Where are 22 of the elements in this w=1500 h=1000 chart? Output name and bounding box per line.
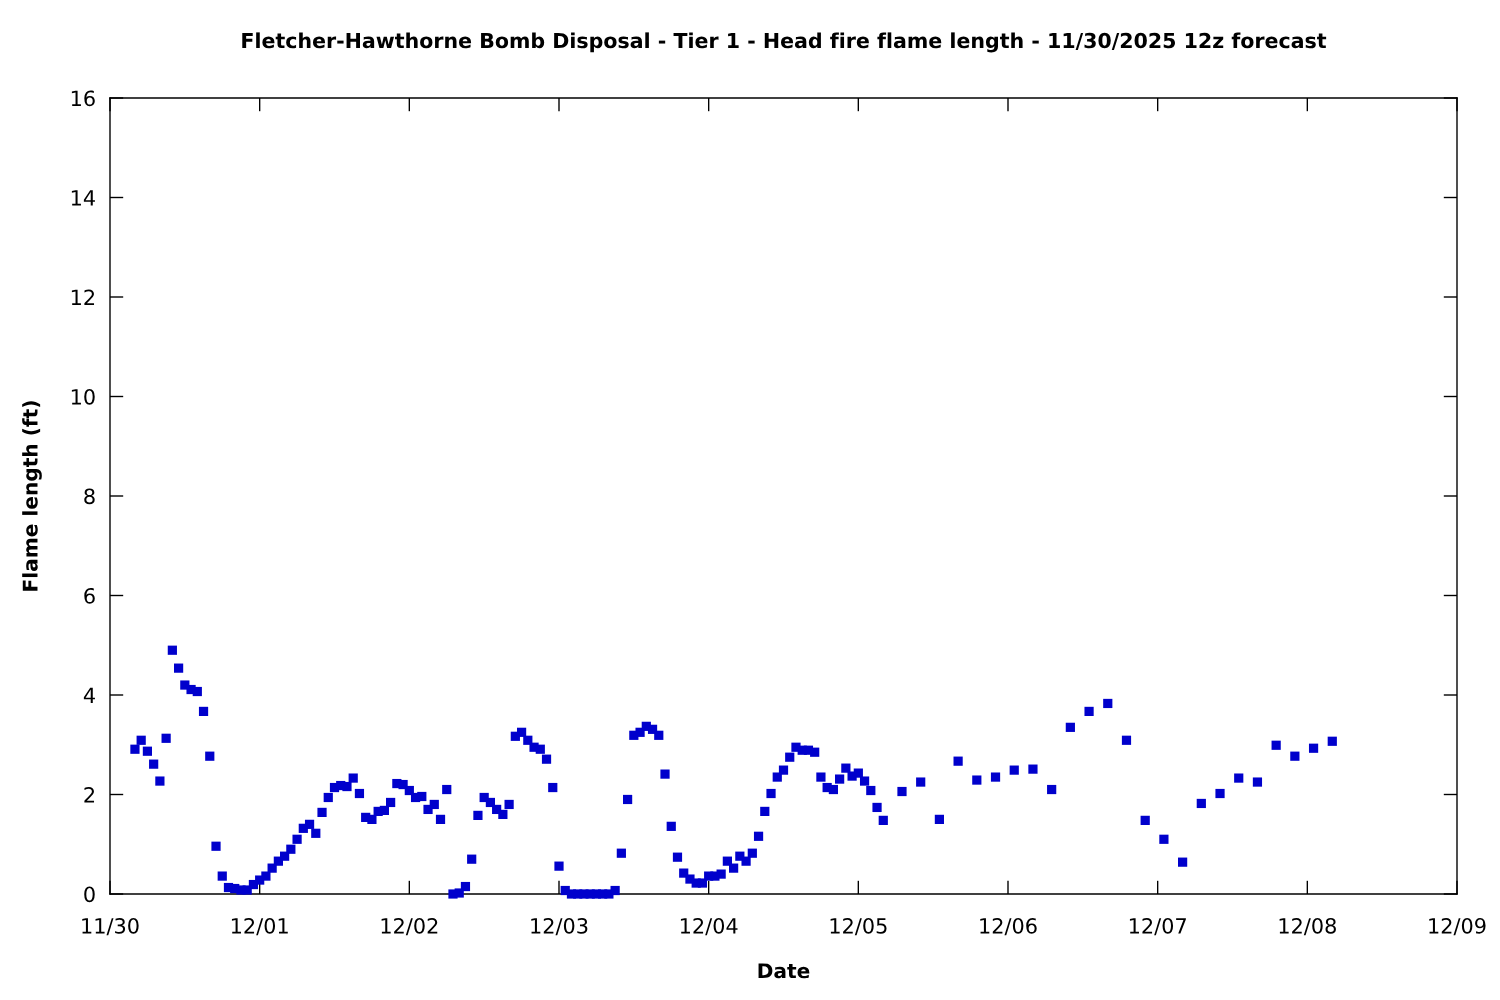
x-tick-label: 12/06 [980, 917, 1037, 936]
y-tick-label: 0 [84, 886, 95, 903]
y-tick-label: 16 [71, 90, 95, 107]
y-tick-label: 6 [84, 587, 95, 604]
y-tick-label: 8 [84, 488, 95, 505]
x-tick-label: 12/04 [680, 917, 738, 936]
x-tick-label: 12/01 [231, 917, 288, 936]
chart-title: Fletcher-Hawthorne Bomb Disposal - Tier 1 - Head fire flame length - 11/30/2025 12z forecast [242, 32, 1327, 53]
x-axis-title: Date [758, 963, 810, 979]
x-tick-label: 12/03 [531, 917, 588, 936]
y-tick-label: 14 [71, 190, 95, 206]
y-tick-label: 4 [83, 687, 95, 703]
x-tick-label: 12/07 [1129, 917, 1186, 936]
x-tick-label: 12/09 [1429, 917, 1486, 936]
x-tick-label: 11/30 [82, 917, 139, 936]
y-tick-label: 12 [71, 289, 95, 305]
x-tick-label: 12/08 [1279, 917, 1336, 936]
y-axis-title: Flame length (ft) [22, 401, 42, 591]
x-tick-label: 12/05 [830, 917, 887, 936]
x-tick-label: 12/02 [381, 917, 438, 936]
y-tick-label: 2 [84, 786, 95, 803]
y-tick-label: 10 [71, 388, 95, 405]
